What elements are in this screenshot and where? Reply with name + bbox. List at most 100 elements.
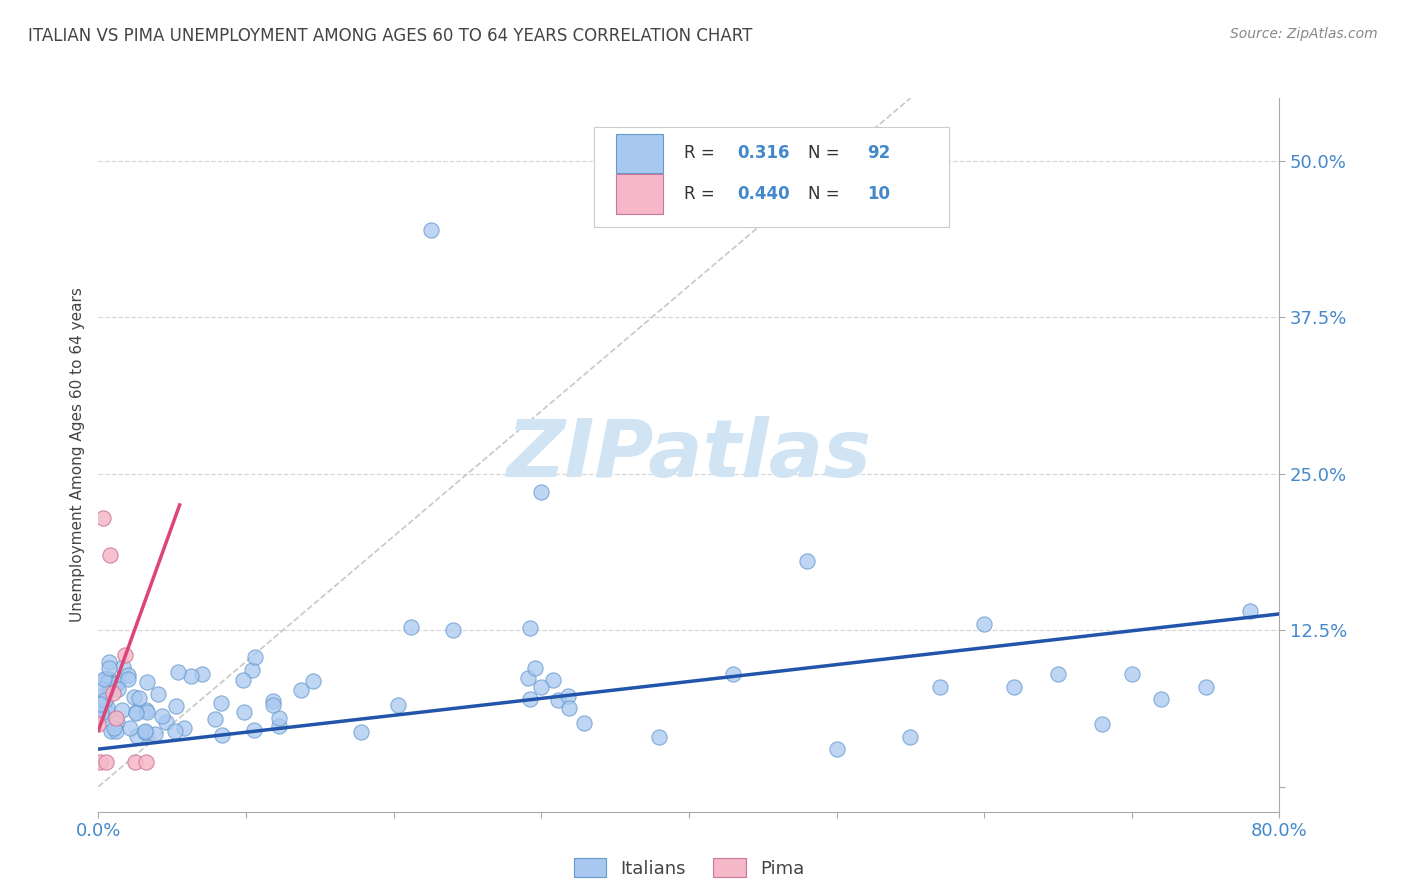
Point	[191, 667, 214, 681]
Point	[165, 723, 187, 738]
Point	[155, 714, 177, 729]
Point	[118, 721, 141, 735]
Text: 0.316: 0.316	[737, 145, 790, 162]
Point	[1150, 692, 1173, 706]
Point	[91, 510, 114, 524]
Point	[519, 621, 541, 635]
Point	[143, 727, 166, 741]
Point	[135, 703, 157, 717]
Point	[98, 548, 121, 562]
Point	[267, 711, 290, 725]
Point	[419, 222, 441, 236]
Point	[98, 661, 121, 675]
Point	[93, 673, 115, 687]
Point	[648, 730, 671, 744]
Point	[122, 690, 145, 705]
Point	[98, 682, 121, 697]
Point	[105, 714, 128, 729]
Point	[165, 698, 187, 713]
Point	[211, 728, 233, 742]
Point	[900, 730, 922, 744]
Point	[125, 729, 148, 743]
Point	[90, 709, 112, 723]
Point	[240, 663, 263, 677]
Point	[243, 650, 266, 665]
Point	[90, 706, 112, 721]
FancyBboxPatch shape	[616, 175, 664, 214]
Point	[523, 661, 546, 675]
Point	[117, 668, 139, 682]
Point	[105, 676, 128, 690]
Point	[96, 700, 118, 714]
Point	[135, 705, 157, 719]
Point	[557, 689, 579, 703]
Point	[89, 698, 111, 712]
Point	[111, 703, 134, 717]
Point	[146, 688, 169, 702]
Point	[928, 680, 950, 694]
Point	[441, 624, 464, 638]
Point	[721, 667, 744, 681]
Point	[124, 755, 146, 769]
Point	[128, 691, 150, 706]
Point	[136, 674, 159, 689]
Point	[796, 554, 818, 568]
Point	[825, 742, 848, 756]
Point	[547, 693, 569, 707]
Point	[1002, 680, 1025, 694]
Point	[105, 676, 128, 690]
Point	[243, 723, 266, 737]
Y-axis label: Unemployment Among Ages 60 to 64 years: Unemployment Among Ages 60 to 64 years	[69, 287, 84, 623]
Point	[125, 705, 148, 719]
Point	[399, 620, 422, 634]
Point	[558, 701, 581, 715]
Point	[530, 485, 553, 500]
Text: 10: 10	[868, 186, 890, 203]
Point	[543, 673, 565, 687]
Point	[167, 665, 190, 679]
Point	[150, 708, 173, 723]
Point	[97, 674, 120, 689]
Point	[94, 755, 117, 769]
Point	[97, 656, 120, 670]
Point	[269, 719, 291, 733]
Point	[290, 682, 312, 697]
Point	[209, 696, 232, 710]
Point	[135, 726, 157, 740]
Point	[180, 669, 202, 683]
Text: N =: N =	[808, 145, 845, 162]
Point	[232, 705, 254, 719]
Point	[1239, 604, 1261, 618]
Point	[117, 672, 139, 686]
Point	[1091, 717, 1114, 731]
Point	[103, 722, 125, 736]
Point	[519, 691, 541, 706]
Point	[134, 724, 156, 739]
Point	[111, 660, 134, 674]
Point	[87, 717, 110, 731]
Text: 0.440: 0.440	[737, 186, 790, 203]
Text: R =: R =	[685, 186, 720, 203]
Point	[387, 698, 409, 713]
Point	[135, 755, 157, 769]
Point	[530, 680, 553, 694]
FancyBboxPatch shape	[595, 127, 949, 227]
Point	[89, 689, 111, 703]
Point	[1121, 667, 1143, 681]
Text: ZIPatlas: ZIPatlas	[506, 416, 872, 494]
Point	[262, 694, 284, 708]
Point	[100, 724, 122, 739]
Point	[973, 616, 995, 631]
Point	[302, 673, 325, 688]
Point	[94, 692, 117, 706]
Point	[232, 673, 254, 687]
Text: R =: R =	[685, 145, 720, 162]
Point	[105, 724, 128, 739]
Point	[107, 681, 129, 696]
Point	[103, 686, 125, 700]
Text: N =: N =	[808, 186, 845, 203]
Point	[96, 672, 118, 686]
Point	[105, 711, 128, 725]
Point	[1195, 680, 1218, 694]
Point	[90, 681, 112, 696]
